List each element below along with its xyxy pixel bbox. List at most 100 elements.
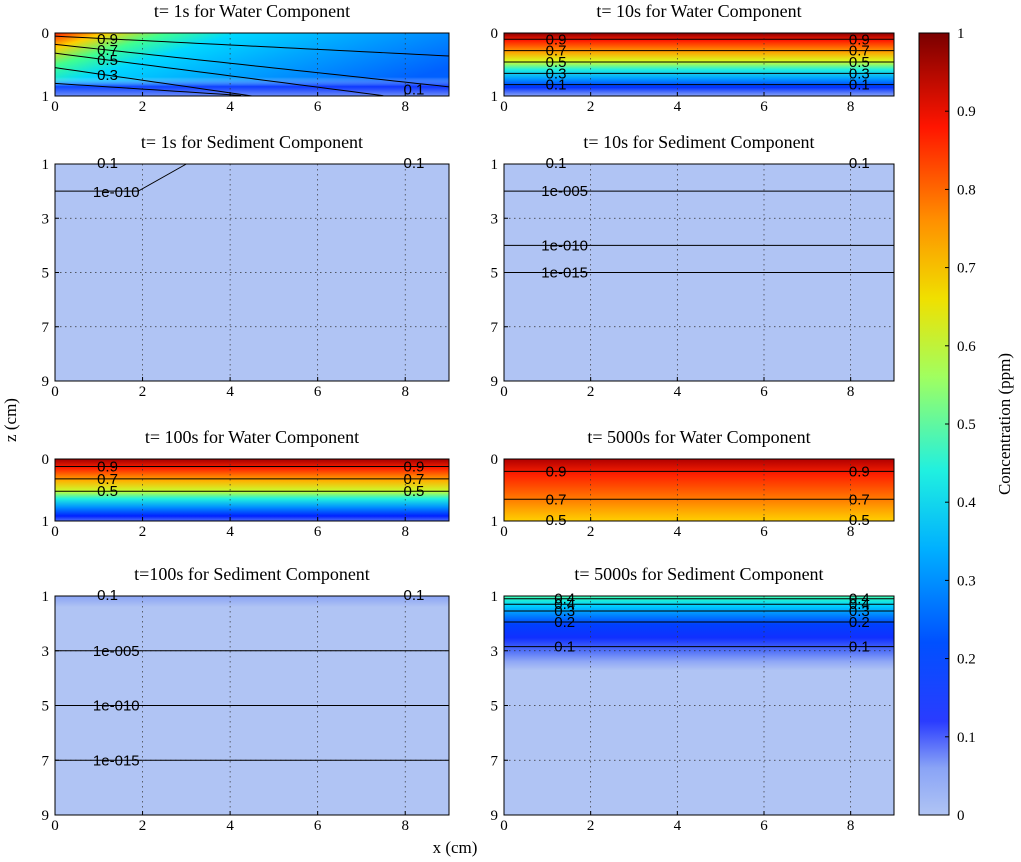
y-tick-label: 1 (42, 589, 50, 605)
y-tick-label: 3 (491, 644, 499, 660)
x-tick-label: 8 (847, 524, 855, 540)
x-tick-label: 0 (500, 818, 508, 834)
x-tick-label: 6 (314, 524, 322, 540)
panel-title: t=100s for Sediment Component (134, 564, 370, 584)
contour-line (55, 163, 187, 192)
colorbar-tick-label: 0.8 (957, 182, 976, 198)
x-tick-label: 4 (226, 818, 234, 834)
contour-label: 0.3 (546, 65, 567, 82)
colorbar-tick-label: 0.1 (957, 730, 976, 746)
y-tick-label: 3 (42, 211, 50, 227)
contour-label: 0.7 (849, 491, 870, 508)
y-axis-label: z (cm) (1, 398, 20, 442)
x-tick-label: 2 (139, 99, 147, 115)
contour-label: 0.1 (849, 77, 870, 94)
contour-fill (55, 459, 449, 521)
colorbar-tick-label: 0.4 (957, 495, 976, 511)
contour-label: 0.7 (546, 491, 567, 508)
contour-panel: 0.4 0.40.4 0.40.3 0.30.2 0.20.1 0.10 2 4 6 813579… (491, 564, 895, 834)
panel-title: t= 5000s for Water Component (587, 427, 810, 447)
contour-line (54, 67, 253, 97)
colorbar-label: Concentration (ppm) (995, 353, 1014, 495)
x-tick-label: 2 (139, 524, 147, 540)
x-tick-label: 8 (847, 384, 855, 400)
contour-label: 0.9 (546, 31, 567, 48)
y-tick-label: 5 (42, 266, 50, 282)
y-tick-label: 5 (491, 266, 499, 282)
x-tick-label: 4 (674, 818, 682, 834)
contour-label: 1e-010 (541, 237, 588, 254)
x-tick-label: 0 (51, 384, 59, 400)
x-tick-label: 2 (587, 384, 595, 400)
contour-fill (504, 33, 894, 96)
y-tick-label: 1 (491, 589, 499, 605)
x-tick-label: 4 (674, 99, 682, 115)
contour-label: 0.4 (849, 596, 870, 613)
x-tick-label: 8 (847, 818, 855, 834)
panel-frame (54, 32, 450, 97)
contour-line (54, 35, 450, 57)
contour-label: 0.5 (849, 54, 870, 71)
x-tick-label: 6 (760, 384, 768, 400)
contour-label: 0.3 (97, 67, 118, 84)
contour-label: 0.9 (849, 463, 870, 480)
x-tick-label: 4 (226, 99, 234, 115)
colorbar-tick-label: 1 (957, 26, 965, 42)
contour-label: 0.1 (404, 82, 425, 99)
contour-panel: 0.9 0.90.7 0.70.5 0.50.3 0.30.1 0.10 2 4 6 801t= … (491, 1, 895, 115)
contour-label: 0.7 (849, 43, 870, 60)
contour-label: 0.2 (554, 614, 575, 631)
contour-label: 1e-005 (541, 183, 588, 200)
contour-label: 0.9 (404, 458, 425, 475)
contour-label: 0.4 (554, 596, 575, 613)
contour-label: 0.7 (546, 43, 567, 60)
x-tick-label: 8 (401, 384, 409, 400)
y-tick-label: 1 (42, 89, 50, 105)
contour-fill (504, 459, 894, 521)
contour-label: 0.3 (849, 603, 870, 620)
contour-label: 0.9 (97, 31, 118, 48)
panel-title: t= 5000s for Sediment Component (574, 564, 823, 584)
x-tick-label: 6 (314, 818, 322, 834)
x-tick-label: 6 (760, 99, 768, 115)
contour-line (54, 82, 242, 96)
x-tick-label: 4 (674, 384, 682, 400)
y-tick-label: 1 (42, 514, 50, 530)
x-tick-label: 6 (760, 818, 768, 834)
y-tick-label: 1 (491, 514, 499, 530)
y-tick-label: 9 (42, 374, 50, 390)
colorbar: 0 0.1 0.2 0.3 0.4 0.5 0.6 0.7 0.8 0.9 1 Concentrati… (918, 26, 1014, 824)
x-tick-label: 0 (51, 818, 59, 834)
y-tick-label: 1 (42, 157, 50, 173)
y-tick-label: 0 (491, 26, 499, 42)
contour-label: 0.9 (97, 458, 118, 475)
panel-frame (54, 458, 450, 522)
colorbar-tick-label: 0.3 (957, 573, 976, 589)
x-tick-label: 0 (500, 99, 508, 115)
x-tick-label: 0 (500, 524, 508, 540)
contour-label: 0.7 (97, 471, 118, 488)
contour-label: 0.2 (849, 614, 870, 631)
x-tick-label: 0 (51, 99, 59, 115)
x-tick-label: 8 (847, 99, 855, 115)
contour-label: 0.1 (546, 77, 567, 94)
x-tick-label: 2 (139, 384, 147, 400)
x-tick-label: 4 (226, 524, 234, 540)
colorbar-tick-label: 0 (957, 808, 965, 824)
x-tick-label: 4 (674, 524, 682, 540)
contour-label: 0.9 (546, 463, 567, 480)
contour-label: 0.1 (849, 639, 870, 656)
y-tick-label: 7 (42, 320, 50, 336)
panel-frame (503, 458, 895, 522)
y-tick-label: 1 (491, 89, 499, 105)
panel-frame (503, 32, 895, 97)
x-tick-label: 6 (314, 384, 322, 400)
contour-label: 1e-010 (93, 698, 140, 715)
y-tick-label: 5 (491, 699, 499, 715)
panel-title: t= 1s for Water Component (154, 1, 350, 21)
